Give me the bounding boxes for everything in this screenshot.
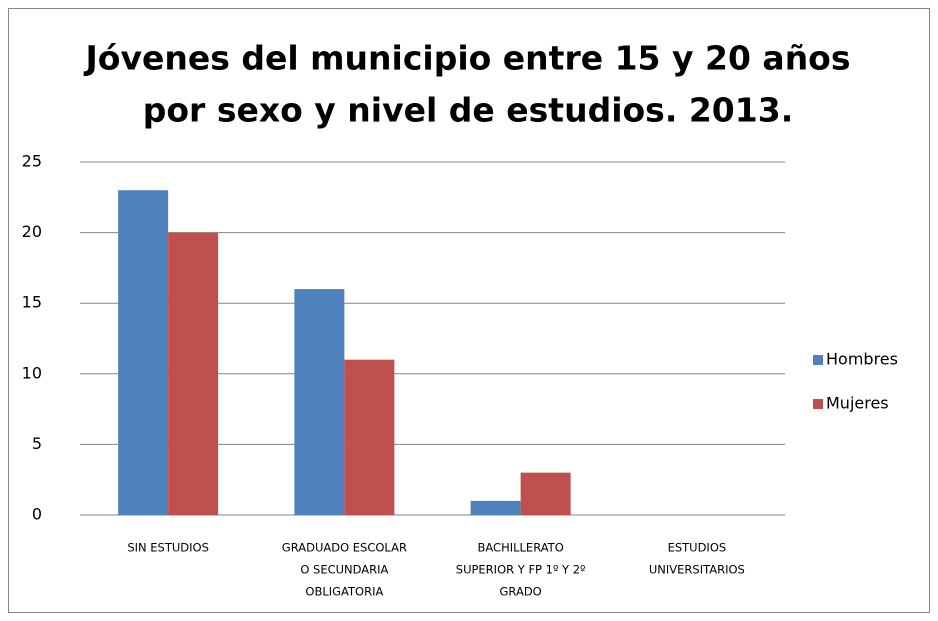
bar [520,472,571,515]
x-tick-label: SUPERIOR Y FP 1º Y 2º [456,563,586,577]
x-tick-label: O SECUNDARIA [300,563,388,577]
chart-title: Jóvenes del municipio entre 15 y 20 años [84,39,851,78]
chart-title: por sexo y nivel de estudios. 2013. [143,91,793,130]
bar [294,289,345,515]
y-tick-label: 15 [22,293,42,312]
legend-label: Mujeres [826,394,889,413]
y-tick-label: 25 [22,152,42,171]
legend-swatch [813,355,823,365]
bar [470,500,521,515]
legend-label: Hombres [826,350,898,369]
y-tick-label: 0 [32,505,42,524]
y-tick-label: 20 [22,222,42,241]
x-tick-label: ESTUDIOS [668,541,727,555]
x-tick-label: BACHILLERATO [477,541,563,555]
y-tick-label: 10 [22,363,42,382]
x-tick-label: GRADUADO ESCOLAR [282,541,407,555]
bar [344,359,395,515]
x-tick-label: GRADO [500,585,542,599]
y-tick-label: 5 [32,434,42,453]
bar [118,190,169,516]
bar [168,232,219,515]
x-tick-label: SIN ESTUDIOS [127,541,209,555]
x-tick-label: UNIVERSITARIOS [649,563,745,577]
legend-swatch [813,399,823,409]
x-tick-label: OBLIGATORIA [305,585,383,599]
